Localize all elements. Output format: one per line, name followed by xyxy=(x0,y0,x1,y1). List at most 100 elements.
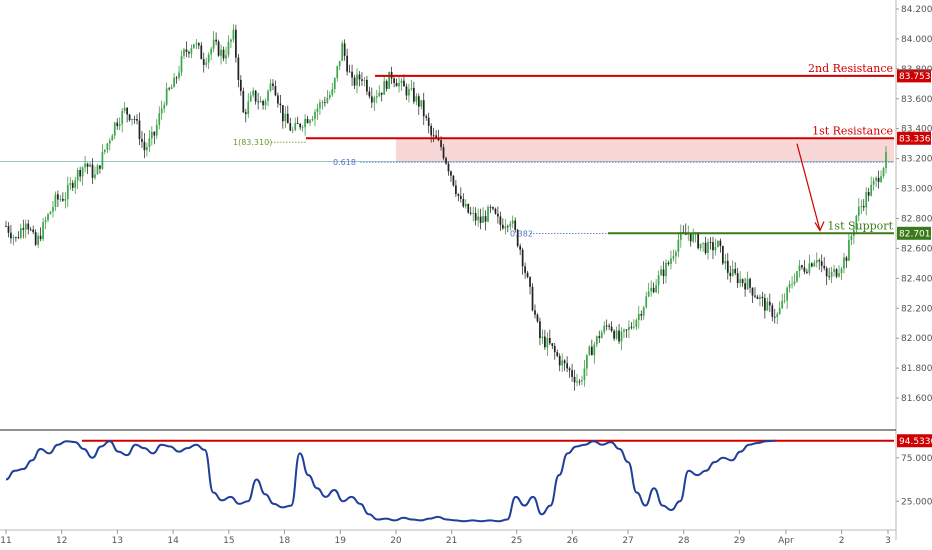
candle xyxy=(437,130,440,142)
candle xyxy=(590,339,593,356)
candle xyxy=(220,44,222,65)
candle-body xyxy=(838,273,840,277)
candle-body xyxy=(521,249,524,267)
candle-body xyxy=(751,287,754,296)
candle-body xyxy=(457,194,460,196)
candle-body xyxy=(640,314,643,316)
candle-body xyxy=(717,240,719,248)
candle-body xyxy=(692,234,695,242)
candle xyxy=(581,375,583,386)
candle-body xyxy=(237,57,240,80)
candle xyxy=(368,86,371,99)
candle xyxy=(183,47,185,59)
date-tick-label: 20 xyxy=(390,536,402,546)
candle-body xyxy=(123,107,126,111)
candle xyxy=(123,102,126,114)
candle-body xyxy=(855,215,858,230)
candle xyxy=(482,207,484,223)
candle-body xyxy=(541,336,544,339)
candle-body xyxy=(425,116,428,118)
candle xyxy=(375,89,378,104)
candle xyxy=(59,194,62,202)
candle-body xyxy=(232,29,235,40)
candle xyxy=(24,219,27,239)
candle xyxy=(324,96,326,107)
candle xyxy=(104,149,106,155)
candle xyxy=(143,133,146,159)
candle xyxy=(432,127,435,143)
candle-body xyxy=(734,268,737,274)
candle-body xyxy=(801,265,803,268)
candle-body xyxy=(848,239,850,261)
candle-body xyxy=(395,82,398,87)
candle xyxy=(279,94,282,113)
candle xyxy=(356,68,358,94)
candle xyxy=(872,177,875,191)
candle xyxy=(573,369,576,391)
candle xyxy=(42,218,44,242)
candle-body xyxy=(514,220,517,230)
candle xyxy=(472,206,475,222)
date-tick-label: 26 xyxy=(567,536,579,546)
candle xyxy=(845,255,848,268)
candle-body xyxy=(764,298,766,311)
candle-body xyxy=(447,163,450,172)
candle xyxy=(613,329,615,342)
candle xyxy=(79,166,82,182)
candle-body xyxy=(880,176,882,182)
candle xyxy=(652,282,655,294)
candle xyxy=(744,277,746,297)
candle xyxy=(764,293,766,319)
candle xyxy=(175,75,178,84)
candle-body xyxy=(64,199,67,201)
candle-body xyxy=(647,291,650,297)
candle xyxy=(655,279,657,294)
candle xyxy=(333,77,336,94)
candle-body xyxy=(42,222,44,240)
candle-body xyxy=(333,78,336,90)
candle-body xyxy=(383,81,386,95)
candle xyxy=(200,41,203,60)
candle-body xyxy=(279,103,282,106)
candle-body xyxy=(165,88,168,105)
candle xyxy=(541,329,544,345)
candle xyxy=(734,262,737,276)
candle-body xyxy=(786,287,788,301)
price-tick-label: 82.200 xyxy=(901,304,932,314)
candle-body xyxy=(862,206,865,208)
candle-body xyxy=(370,96,373,103)
price-tick-label: 82.400 xyxy=(901,274,932,284)
candle xyxy=(529,276,531,295)
candle-body xyxy=(210,48,213,55)
candle xyxy=(754,287,756,299)
candle-body xyxy=(400,80,403,83)
candle xyxy=(410,79,413,91)
candle-body xyxy=(168,88,171,90)
candle xyxy=(746,271,749,291)
candle xyxy=(501,218,504,230)
candle xyxy=(230,38,232,49)
candle xyxy=(225,46,227,64)
date-tick-label: 3 xyxy=(885,536,891,546)
candle xyxy=(618,323,620,344)
candle xyxy=(370,87,373,109)
candle xyxy=(272,79,274,91)
candle-body xyxy=(190,48,193,54)
candle-body xyxy=(427,117,430,126)
candle-body xyxy=(702,242,704,244)
candle xyxy=(620,327,623,351)
candle xyxy=(321,99,324,110)
candle-body xyxy=(257,101,259,103)
candle-body xyxy=(605,325,608,327)
candle xyxy=(729,265,732,283)
candle xyxy=(319,99,321,115)
candle xyxy=(99,165,101,174)
candle-body xyxy=(121,110,124,125)
candle xyxy=(509,220,512,231)
candle-body xyxy=(316,108,319,112)
candle xyxy=(823,257,826,271)
candle xyxy=(338,60,341,71)
candle xyxy=(254,90,257,105)
candle-body xyxy=(76,170,79,181)
candle-body xyxy=(104,149,106,152)
